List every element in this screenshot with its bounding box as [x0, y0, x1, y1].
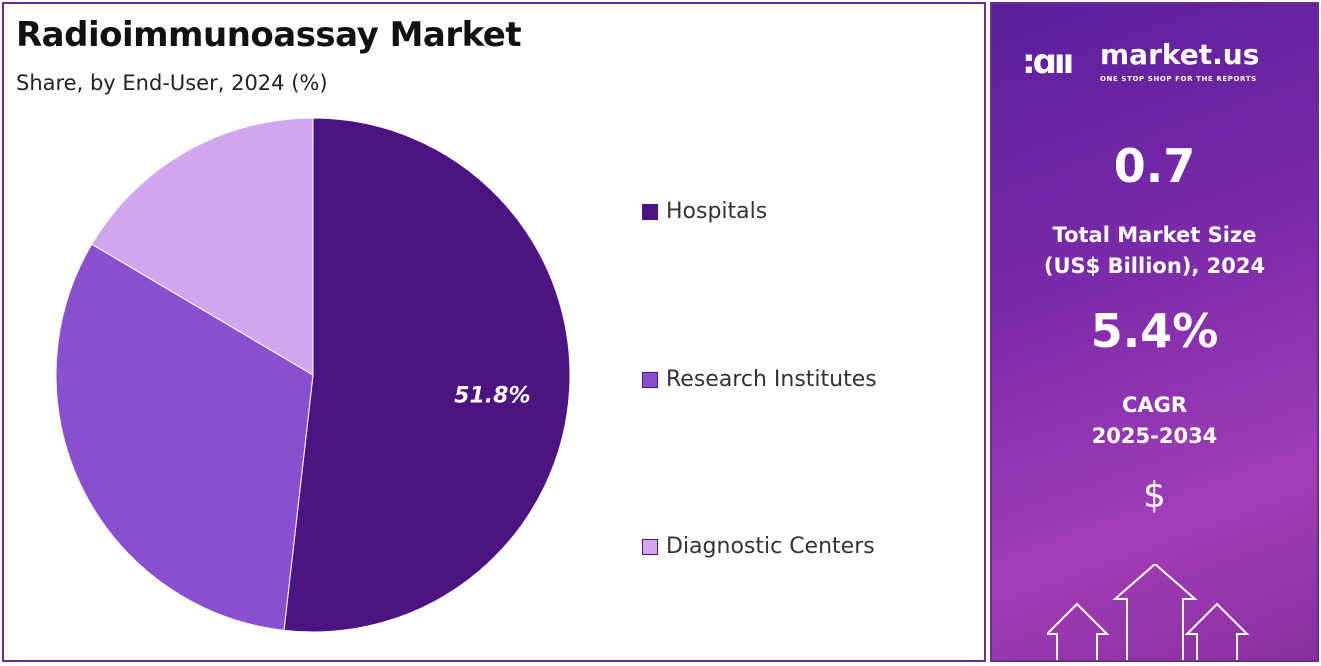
- chart-title: Radioimmunoassay Market: [16, 15, 522, 55]
- cagr-label-2: 2025-2034: [1091, 424, 1218, 448]
- data-label: 51.8%: [454, 384, 530, 409]
- legend-swatch: [642, 539, 658, 555]
- pie-slice-diagnostic-centers: [91, 117, 314, 376]
- legend-label: Research Institutes: [666, 367, 877, 392]
- legend-item: Research Institutes: [642, 366, 877, 394]
- legend-swatch: [642, 204, 658, 220]
- pie-slice-research-institutes: [55, 243, 314, 631]
- legend-swatch: [642, 372, 658, 388]
- legend-item: Hospitals: [642, 198, 767, 226]
- dollar-icon: $: [1143, 475, 1166, 516]
- cagr-value: 5.4%: [1090, 304, 1219, 358]
- legend-label: Diagnostic Centers: [666, 534, 875, 559]
- growth-arrows-icon: [1047, 564, 1250, 660]
- brand-name: market.us: [1100, 38, 1260, 71]
- legend-item: Diagnostic Centers: [642, 533, 875, 561]
- pie-chart: 51.8%: [55, 117, 571, 633]
- market-size-label-1: Total Market Size: [1052, 223, 1257, 247]
- pie-slice-hospitals: [283, 117, 571, 633]
- cagr-label-1: CAGR: [1121, 393, 1188, 417]
- legend-label: Hospitals: [666, 199, 768, 224]
- logo-icon: :ɑıı: [1022, 42, 1074, 82]
- market-size-value: 0.7: [1113, 139, 1196, 193]
- chart-subtitle: Share, by End-User, 2024 (%): [16, 71, 328, 95]
- summary-panel: :ɑıı market.us ONE STOP SHOP FOR THE REP…: [990, 2, 1319, 662]
- brand-tagline: ONE STOP SHOP FOR THE REPORTS: [1100, 75, 1257, 83]
- market-size-label-2: (US$ Billion), 2024: [1043, 254, 1266, 278]
